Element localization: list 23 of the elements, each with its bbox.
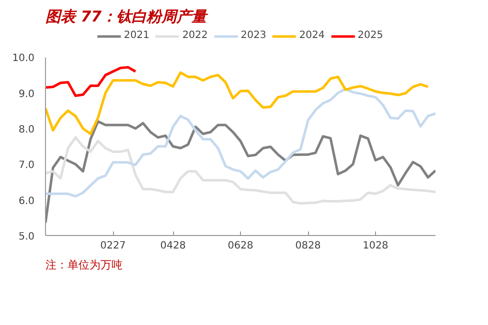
y-tick-label: 10.0	[12, 53, 34, 64]
y-tick-label: 7.0	[18, 160, 35, 172]
legend-label: 2023	[240, 30, 266, 41]
legend-label: 2022	[182, 30, 208, 41]
chart-title: 图表 77：钛白粉周产量	[46, 8, 209, 26]
y-tick-label: 8.0	[18, 124, 35, 136]
y-tick-label: 6.0	[18, 196, 35, 207]
text: 注：单位为万吨	[46, 258, 122, 272]
legend-label: 2024	[299, 30, 325, 41]
line-series	[46, 71, 430, 136]
legend-label: 2021	[124, 30, 150, 41]
x-tick-label: 0227	[100, 240, 126, 252]
y-tick-label: 5.0	[18, 232, 35, 242]
line-series	[46, 88, 436, 198]
x-tick-label: 0628	[228, 240, 254, 252]
x-tick-label: 1028	[362, 240, 388, 252]
x-tick-label: 0828	[295, 240, 321, 252]
legend-label: 2025	[358, 30, 384, 41]
x-tick-label: 0428	[160, 240, 186, 252]
line-series	[46, 136, 436, 205]
line-series	[46, 66, 137, 97]
y-tick-label: 9.0	[18, 88, 35, 100]
line-series	[46, 120, 436, 224]
